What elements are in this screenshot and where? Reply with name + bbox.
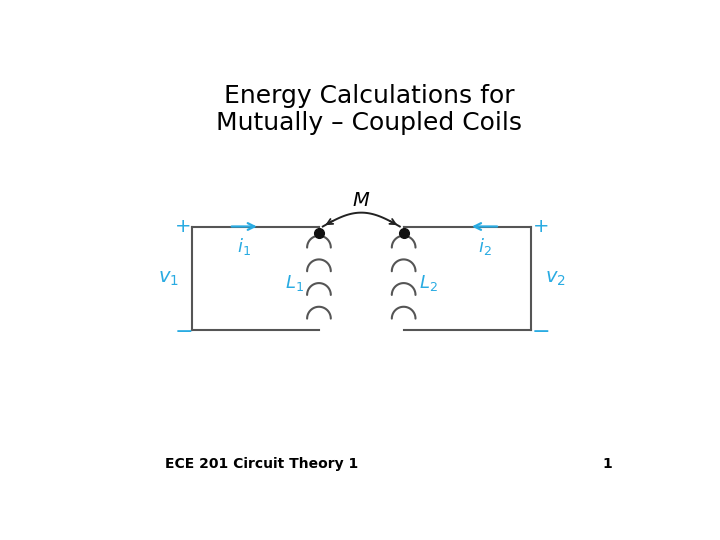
Text: $L_1$: $L_1$	[284, 273, 304, 293]
Text: $L_2$: $L_2$	[419, 273, 438, 293]
Text: $M$: $M$	[352, 191, 371, 210]
Text: $-$: $-$	[531, 320, 549, 340]
Text: $v_1$: $v_1$	[158, 269, 179, 288]
Text: ECE 201 Circuit Theory 1: ECE 201 Circuit Theory 1	[165, 457, 358, 471]
Text: 1: 1	[603, 457, 613, 471]
Text: $-$: $-$	[174, 320, 192, 340]
Text: $i_1$: $i_1$	[238, 236, 251, 256]
Text: $+$: $+$	[532, 217, 548, 236]
Text: $+$: $+$	[174, 217, 191, 236]
Text: $v_2$: $v_2$	[545, 269, 566, 288]
Text: Energy Calculations for
Mutually – Coupled Coils: Energy Calculations for Mutually – Coupl…	[216, 84, 522, 136]
Text: $i_2$: $i_2$	[477, 236, 491, 256]
